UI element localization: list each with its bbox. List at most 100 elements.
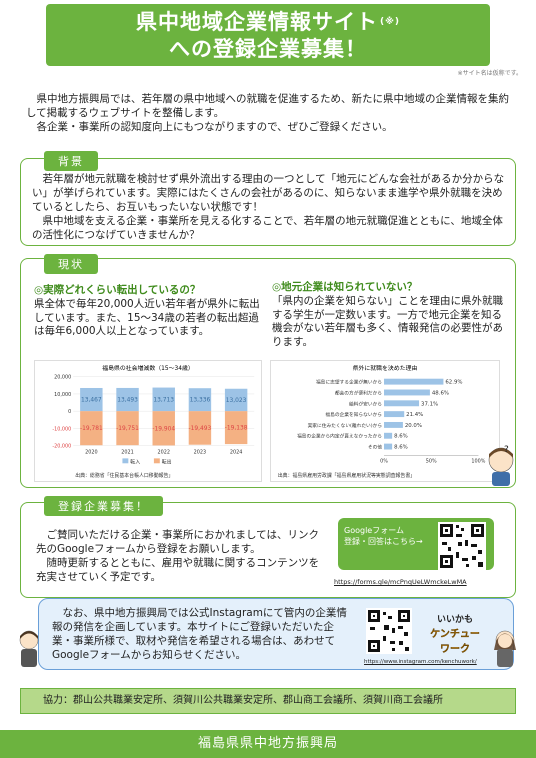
chart1-bar-in xyxy=(152,387,175,412)
chart1-legend-label: 転出 xyxy=(162,458,172,465)
character-left-illustration xyxy=(19,630,39,667)
badge-line-2: ケンチュー xyxy=(430,629,480,640)
chart1-title: 福島県の社会増減数（15～34歳） xyxy=(102,364,194,372)
chart1-source: 出典：総務省「住民基本台帳人口移動報告」 xyxy=(75,472,173,479)
page-title: 県中地域企業情報サイト xyxy=(136,10,378,34)
chart2-value-label: 48.6% xyxy=(432,390,449,396)
chart2-category-label: 実家に住みたくない(離れたい)から xyxy=(308,422,383,429)
instagram-section xyxy=(38,598,514,670)
intro-paragraph-2: 各企業・事業所の認知度向上にもつながりますので、ぜひご登録ください。 xyxy=(36,121,393,133)
chart1-in-label: 13,336 xyxy=(190,398,211,404)
awareness-text: 「県内の企業を知らない」ことを理由に県外就職する学生が一定数います。一方で地元企… xyxy=(272,295,503,348)
google-form-qr-icon[interactable] xyxy=(438,522,486,570)
chart2-value-label: 21.4% xyxy=(406,412,423,418)
character-right-illustration xyxy=(494,630,516,667)
background-text: 若年層が地元就職を検討せず県外流出する理由の一つとして「地元にどんな会社があるか… xyxy=(32,172,506,242)
cooperation-bar: 協力：郡山公共職業安定所、須賀川公共職業安定所、郡山商工会議所、須賀川商工会議所 xyxy=(20,688,516,714)
title-note-mark: (※) xyxy=(380,17,400,27)
instagram-link[interactable]: https://www.instagram.com/kenchuwork/ xyxy=(364,659,477,665)
intro-text: 県中地方振興局では、若年層の県中地域への就職を促進するため、新たに県中地域の企業… xyxy=(26,92,512,134)
background-section xyxy=(20,158,516,246)
chart1-bar-in xyxy=(188,388,212,412)
chart2-bar xyxy=(384,421,403,428)
current-status-tab: 現状 xyxy=(44,254,98,274)
chart1-bar-in xyxy=(80,387,103,412)
chart1-in-label: 13,713 xyxy=(153,397,174,403)
chart1-out-label: -19,781 xyxy=(80,426,103,432)
registration-tab: 登録企業募集！ xyxy=(44,496,163,516)
background-tab: 背景 xyxy=(44,151,98,171)
chart1-legend-swatch xyxy=(122,458,129,464)
chart1-x-tick: 2024 xyxy=(230,449,243,455)
registration-text: ご賛同いただける企業・事業所におかれましては、リンク先のGoogleフォームから… xyxy=(36,528,328,584)
badge-line-3: ワーク xyxy=(440,644,470,655)
intro-paragraph-1: 県中地方振興局では、若年層の県中地域への就職を促進するため、新たに県中地域の企業… xyxy=(26,93,509,119)
chart1-y-tick: 20,000 xyxy=(54,375,71,381)
chart1-y-tick: 0 xyxy=(68,409,71,415)
chart1-x-tick: 2021 xyxy=(121,449,134,455)
chart2-x-tick: 0% xyxy=(380,458,388,464)
chart2-bar xyxy=(384,400,420,407)
registration-paragraph-1: ご賛同いただける企業・事業所におかれましては、リンク先のGoogleフォームから… xyxy=(36,529,319,555)
chart2-bar xyxy=(384,378,444,385)
kenchu-work-badge: いいかも ケンチュー ワーク xyxy=(424,612,486,655)
chart2-x-tick: 100% xyxy=(471,458,485,464)
header-banner: 県中地域企業情報サイト (※) への登録企業募集！ xyxy=(46,4,490,66)
chart1-bar-out xyxy=(80,411,103,446)
google-form-label: Googleフォーム xyxy=(344,526,404,535)
chart2-x-tick: 50% xyxy=(426,458,437,464)
chart1-out-label: -19,493 xyxy=(189,426,212,432)
instagram-qr-icon[interactable] xyxy=(366,608,412,654)
chart1-in-label: 13,493 xyxy=(117,398,138,404)
chart1-legend-swatch xyxy=(153,458,160,464)
chart1-bar-in xyxy=(116,387,139,412)
question-mark-icon: ? xyxy=(504,445,509,455)
migration-bar-chart: 福島県の社会増減数（15～34歳） 20,000 10,000 0 -10,000 -2… xyxy=(34,360,262,482)
instagram-text: なお、県中地方振興局では公式Instagramにて管内の企業情報の発信を企画して… xyxy=(52,606,348,662)
chart1-y-tick: -10,000 xyxy=(52,426,71,432)
chart1-y-tick: -20,000 xyxy=(52,444,71,450)
chart2-bar xyxy=(384,389,430,396)
chart1-x-tick: 2022 xyxy=(157,449,170,455)
chart2-bar xyxy=(384,443,393,450)
chart2-value-label: 20.0% xyxy=(405,423,422,429)
google-form-cta: 登録・回答はこちら→ xyxy=(344,537,423,546)
chart2-category-label: 福島に志望する企業が無いから xyxy=(316,379,382,386)
chart1-bar-out xyxy=(224,411,248,445)
chart1-out-label: -19,751 xyxy=(116,426,139,432)
chart1-in-label: 13,467 xyxy=(81,398,102,404)
character-illustration: ? xyxy=(488,445,514,486)
chart2-source: 出典：福島県雇用労政課「福島県雇用状況等実態調査報告書」 xyxy=(278,472,415,479)
site-name-note: ※サイト名は仮称です。 xyxy=(457,70,522,77)
chart2-value-label: 62.9% xyxy=(445,380,462,386)
instagram-paragraph: なお、県中地方振興局では公式Instagramにて管内の企業情報の発信を企画して… xyxy=(52,607,347,661)
chart2-bar xyxy=(384,432,393,439)
chart2-category-label: 福島の企業を知らないから xyxy=(325,411,382,418)
outflow-heading: ◎実際どれくらい転出しているの？ xyxy=(34,284,201,296)
background-paragraph-1: 若年層が地元就職を検討せず県外流出する理由の一つとして「地元にどんな会社があるか… xyxy=(32,173,505,213)
chart1-x-tick: 2020 xyxy=(85,449,98,455)
chart2-title: 県外に就職を決めた理由 xyxy=(353,364,418,372)
page-subtitle: への登録企業募集！ xyxy=(169,37,367,61)
chart1-in-label: 13,023 xyxy=(226,398,247,404)
reasons-bar-chart: 県外に就職を決めた理由 福島に志望する企業が無いから 62.9% 都会の方が便利だか… xyxy=(270,360,500,482)
chart1-x-tick: 2023 xyxy=(194,449,207,455)
chart1-out-label: -19,904 xyxy=(152,426,175,432)
badge-line-1: いいかも xyxy=(436,615,473,625)
google-form-link[interactable]: https://forms.gle/mcPnqUeLWmckeLwMA xyxy=(334,578,467,586)
chart2-category-label: 都会の方が便利だから xyxy=(335,389,382,396)
chart2-value-label: 8.6% xyxy=(394,445,408,451)
footer-org-name: 福島県県中地方振興局 xyxy=(0,730,536,758)
chart1-bar-in xyxy=(224,388,248,412)
background-paragraph-2: 県中地域を支える企業・事業所を見える化することで、若年層の地元就職促進とともに、… xyxy=(32,215,503,241)
chart2-category-label: 給料が安いから xyxy=(349,400,382,407)
chart2-value-label: 37.1% xyxy=(421,401,438,407)
chart1-bar-out xyxy=(188,411,212,445)
awareness-heading: ◎地元企業は知られていない？ xyxy=(272,281,418,293)
chart1-bar-out xyxy=(152,411,175,446)
chart1-out-label: -19,138 xyxy=(225,426,248,432)
chart2-category-label: その他 xyxy=(368,444,382,451)
chart1-legend-label: 転入 xyxy=(130,459,140,465)
chart2-bar xyxy=(384,411,405,418)
chart2-category-label: 福島の企業から内定が貰えなかったから xyxy=(297,433,382,440)
